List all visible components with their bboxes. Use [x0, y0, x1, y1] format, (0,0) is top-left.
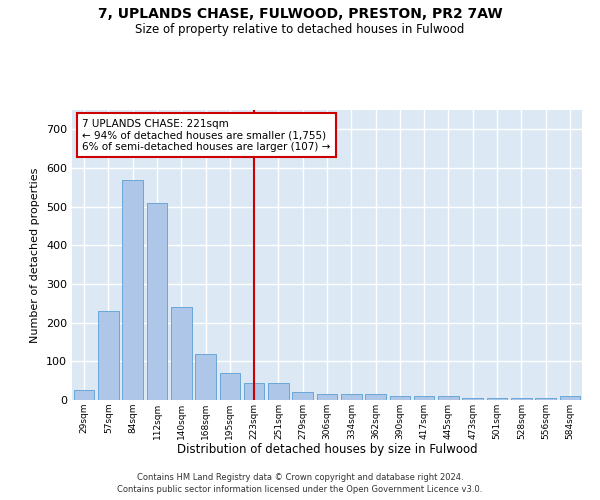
- Bar: [341, 394, 362, 400]
- Bar: [560, 396, 580, 400]
- Bar: [414, 396, 434, 400]
- Bar: [511, 398, 532, 400]
- Bar: [438, 396, 459, 400]
- Text: 7 UPLANDS CHASE: 221sqm
← 94% of detached houses are smaller (1,755)
6% of semi-: 7 UPLANDS CHASE: 221sqm ← 94% of detache…: [82, 118, 331, 152]
- Bar: [146, 203, 167, 400]
- Bar: [74, 390, 94, 400]
- Bar: [98, 311, 119, 400]
- Bar: [292, 392, 313, 400]
- Text: Distribution of detached houses by size in Fulwood: Distribution of detached houses by size …: [176, 442, 478, 456]
- Bar: [220, 373, 240, 400]
- Bar: [268, 382, 289, 400]
- Text: Size of property relative to detached houses in Fulwood: Size of property relative to detached ho…: [136, 22, 464, 36]
- Text: Contains HM Land Registry data © Crown copyright and database right 2024.: Contains HM Land Registry data © Crown c…: [137, 472, 463, 482]
- Text: Contains public sector information licensed under the Open Government Licence v3: Contains public sector information licen…: [118, 485, 482, 494]
- Y-axis label: Number of detached properties: Number of detached properties: [31, 168, 40, 342]
- Bar: [195, 354, 216, 400]
- Bar: [463, 398, 483, 400]
- Bar: [317, 394, 337, 400]
- Bar: [171, 307, 191, 400]
- Bar: [122, 180, 143, 400]
- Bar: [365, 394, 386, 400]
- Bar: [389, 396, 410, 400]
- Bar: [487, 398, 508, 400]
- Text: 7, UPLANDS CHASE, FULWOOD, PRESTON, PR2 7AW: 7, UPLANDS CHASE, FULWOOD, PRESTON, PR2 …: [98, 8, 502, 22]
- Bar: [535, 398, 556, 400]
- Bar: [244, 382, 265, 400]
